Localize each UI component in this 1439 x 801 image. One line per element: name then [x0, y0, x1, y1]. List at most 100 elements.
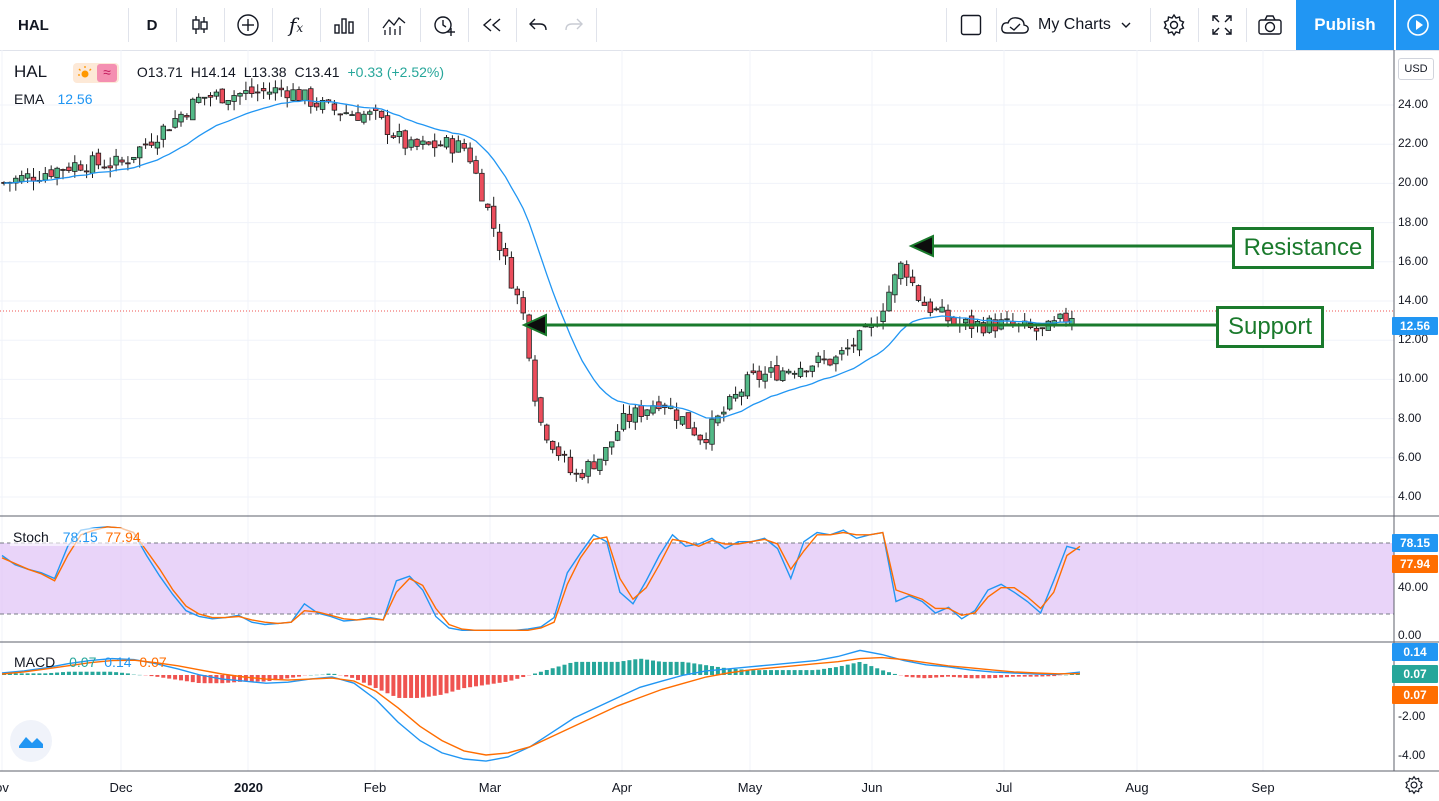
- resistance-label[interactable]: Resistance: [1232, 227, 1374, 269]
- macd-histogram-bar: [291, 675, 296, 678]
- alerts-icon: [434, 16, 455, 36]
- legend-close: C13.41: [294, 64, 340, 80]
- candle: [774, 355, 780, 382]
- redo-button[interactable]: [554, 0, 594, 50]
- indicators-icon: fx: [288, 13, 304, 37]
- macd-histogram-bar: [72, 671, 77, 675]
- macd-histogram-bar: [125, 673, 130, 675]
- support-label[interactable]: Support: [1216, 306, 1324, 348]
- symbol-search-button[interactable]: HAL: [18, 16, 49, 34]
- play-button[interactable]: [1396, 0, 1439, 50]
- legend-symbol[interactable]: HAL: [14, 62, 48, 81]
- support-arrow[interactable]: [521, 313, 1218, 337]
- layout-menu-button[interactable]: My Charts: [1000, 0, 1148, 50]
- fullscreen-toggle-button[interactable]: [948, 0, 994, 50]
- chevron-down-icon: [1121, 22, 1131, 28]
- currency-button[interactable]: USD: [1398, 58, 1434, 80]
- candle: [249, 78, 255, 98]
- templates-button[interactable]: [322, 0, 366, 50]
- settings-icon: [1163, 13, 1185, 37]
- interval-button[interactable]: D: [146, 16, 158, 34]
- candle: [898, 261, 904, 285]
- indicators-button[interactable]: fx: [274, 0, 318, 50]
- candle: [213, 89, 220, 100]
- candle: [219, 88, 225, 104]
- macd-histogram-bar: [544, 669, 549, 675]
- candle: [579, 469, 585, 480]
- redo-icon: [565, 18, 583, 31]
- candle: [426, 141, 432, 146]
- settings-button[interactable]: [1152, 0, 1196, 50]
- toolbar-divider: [128, 8, 129, 42]
- undo-icon: [529, 18, 547, 31]
- chart-canvas[interactable]: [0, 50, 1439, 801]
- time-tick-label: Dec: [109, 780, 133, 795]
- candle: [939, 299, 945, 313]
- candle: [591, 454, 597, 470]
- time-tick-label: Mar: [478, 780, 502, 795]
- macd-histogram-bar: [474, 675, 478, 687]
- macd-histogram-bar: [527, 675, 532, 676]
- macd-histogram-bar: [338, 675, 343, 676]
- macd-histogram-bar: [173, 675, 178, 680]
- macd-histogram-bar: [279, 675, 284, 680]
- candle: [72, 155, 78, 178]
- publish-button[interactable]: Publish: [1296, 0, 1394, 50]
- candle: [538, 396, 544, 426]
- ema-legend[interactable]: EMA 12.56: [14, 91, 93, 107]
- replay-button[interactable]: [470, 0, 514, 50]
- macd-histogram-bar: [951, 675, 956, 678]
- chart-area[interactable]: HAL ≈ O13.71 H14.14 L13.38 C13.41 +0.33 …: [0, 50, 1439, 801]
- candle: [927, 298, 933, 317]
- candle: [721, 406, 727, 422]
- macd-histogram-bar: [356, 675, 360, 681]
- macd-histogram-bar: [308, 674, 313, 676]
- compare-button[interactable]: [226, 0, 270, 50]
- candle: [449, 135, 456, 163]
- fullscreen-button[interactable]: [1200, 0, 1244, 50]
- stoch-d-value: 77.94: [105, 529, 141, 545]
- macd-tick-label: -4.00: [1398, 748, 1426, 762]
- candle: [691, 421, 697, 437]
- candle: [66, 162, 72, 173]
- macd-histogram-bar: [969, 675, 974, 679]
- macd-legend[interactable]: MACD 0.07 0.14 0.07: [14, 654, 167, 670]
- alert-button[interactable]: [422, 0, 466, 50]
- chart-templates-button[interactable]: [370, 0, 418, 50]
- macd-histogram-bar: [922, 675, 927, 679]
- macd-histogram-bar: [1028, 675, 1033, 677]
- resistance-arrow[interactable]: [908, 234, 1232, 258]
- macd-histogram-bar: [49, 672, 54, 675]
- legend-high: H14.14: [190, 64, 236, 80]
- macd-histogram-bar: [350, 675, 355, 678]
- candle: [738, 388, 745, 406]
- macd-histogram-bar: [61, 672, 65, 675]
- macd-histogram-bar: [680, 661, 685, 675]
- axis-settings-button[interactable]: [1404, 775, 1424, 795]
- toolbar-divider: [596, 8, 597, 42]
- time-tick-label: Jun: [861, 780, 883, 795]
- candle: [685, 412, 692, 429]
- undo-button[interactable]: [518, 0, 558, 50]
- macd-histogram-bar: [845, 664, 850, 675]
- macd-histogram-bar: [497, 675, 502, 683]
- stoch-legend[interactable]: Stoch 78.15 77.94: [10, 528, 144, 546]
- snapshot-button[interactable]: [1248, 0, 1292, 50]
- market-status-badge[interactable]: ≈: [72, 63, 119, 84]
- macd-histogram-bar: [869, 666, 874, 675]
- macd-histogram-bar: [586, 661, 591, 675]
- macd-histogram-bar: [674, 661, 679, 675]
- chart-type-button[interactable]: [178, 0, 222, 50]
- candle: [166, 128, 172, 132]
- candlestick-series: [1, 78, 1075, 484]
- macd-histogram-bar: [946, 675, 950, 677]
- candle: [136, 146, 143, 168]
- toolbar-divider: [224, 8, 225, 42]
- price-tick-label: 16.00: [1398, 253, 1429, 268]
- macd-histogram-bar: [763, 670, 768, 675]
- macd-histogram-bar: [592, 661, 596, 675]
- candle: [756, 365, 762, 388]
- candle: [431, 133, 438, 157]
- tradingview-logo[interactable]: [10, 720, 52, 762]
- macd-histogram-bar: [774, 670, 779, 675]
